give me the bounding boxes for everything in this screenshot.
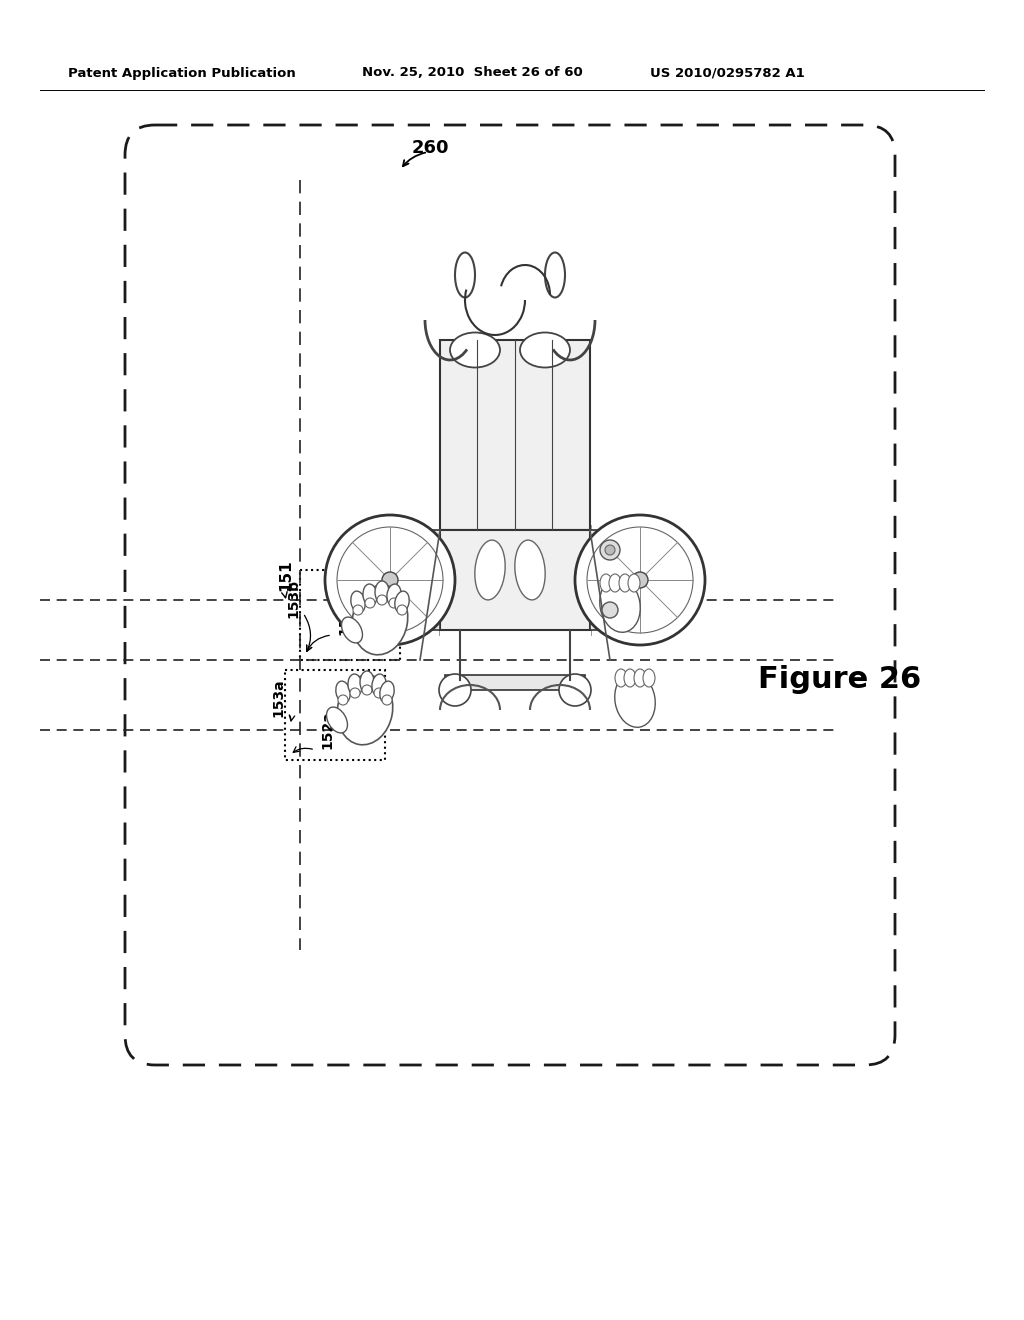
Ellipse shape bbox=[351, 591, 366, 612]
Circle shape bbox=[600, 540, 620, 560]
Circle shape bbox=[575, 515, 705, 645]
Ellipse shape bbox=[624, 669, 636, 686]
Circle shape bbox=[632, 572, 648, 587]
Ellipse shape bbox=[395, 591, 410, 612]
Bar bbox=[400, 531, 440, 630]
Ellipse shape bbox=[515, 540, 545, 599]
Ellipse shape bbox=[338, 696, 348, 705]
Text: 152b: 152b bbox=[337, 595, 351, 635]
Bar bbox=[440, 341, 590, 531]
Circle shape bbox=[605, 545, 615, 554]
Ellipse shape bbox=[374, 688, 384, 698]
Ellipse shape bbox=[389, 598, 399, 609]
Text: 153a: 153a bbox=[271, 678, 285, 717]
Ellipse shape bbox=[618, 574, 631, 591]
Bar bbox=[300, 570, 400, 660]
Bar bbox=[440, 531, 590, 630]
Ellipse shape bbox=[643, 669, 655, 686]
Ellipse shape bbox=[350, 688, 360, 698]
Ellipse shape bbox=[362, 583, 377, 606]
Ellipse shape bbox=[614, 673, 655, 727]
Circle shape bbox=[559, 675, 591, 706]
Ellipse shape bbox=[380, 681, 394, 702]
Ellipse shape bbox=[382, 696, 392, 705]
Ellipse shape bbox=[375, 581, 389, 603]
Text: Figure 26: Figure 26 bbox=[759, 665, 922, 694]
Text: Nov. 25, 2010  Sheet 26 of 60: Nov. 25, 2010 Sheet 26 of 60 bbox=[362, 66, 583, 79]
Circle shape bbox=[602, 602, 618, 618]
Text: Patent Application Publication: Patent Application Publication bbox=[68, 66, 296, 79]
Circle shape bbox=[325, 515, 455, 645]
Ellipse shape bbox=[342, 616, 362, 643]
Ellipse shape bbox=[362, 685, 372, 696]
Circle shape bbox=[439, 675, 471, 706]
Text: 152a: 152a bbox=[319, 710, 334, 750]
Ellipse shape bbox=[455, 252, 475, 297]
Ellipse shape bbox=[348, 675, 362, 696]
Ellipse shape bbox=[336, 681, 350, 702]
Ellipse shape bbox=[365, 598, 375, 609]
Circle shape bbox=[382, 572, 398, 587]
Text: 260: 260 bbox=[412, 139, 449, 157]
Circle shape bbox=[337, 527, 443, 634]
Text: US 2010/0295782 A1: US 2010/0295782 A1 bbox=[650, 66, 805, 79]
Ellipse shape bbox=[387, 583, 401, 606]
FancyBboxPatch shape bbox=[125, 125, 895, 1065]
Ellipse shape bbox=[475, 540, 505, 599]
Ellipse shape bbox=[600, 578, 640, 632]
Ellipse shape bbox=[372, 675, 386, 696]
Ellipse shape bbox=[353, 605, 362, 615]
Ellipse shape bbox=[450, 333, 500, 367]
Ellipse shape bbox=[615, 669, 627, 686]
Ellipse shape bbox=[609, 574, 621, 591]
Ellipse shape bbox=[545, 252, 565, 297]
Ellipse shape bbox=[634, 669, 646, 686]
Bar bbox=[285, 671, 385, 760]
Bar bbox=[445, 675, 585, 690]
Circle shape bbox=[587, 527, 693, 634]
Bar bbox=[590, 531, 630, 630]
Ellipse shape bbox=[377, 595, 387, 605]
Ellipse shape bbox=[327, 708, 347, 733]
Ellipse shape bbox=[360, 671, 374, 693]
Ellipse shape bbox=[337, 676, 393, 744]
Ellipse shape bbox=[352, 585, 408, 655]
Text: 151: 151 bbox=[278, 560, 293, 591]
Text: 153b: 153b bbox=[286, 578, 300, 618]
Ellipse shape bbox=[628, 574, 640, 591]
Ellipse shape bbox=[397, 605, 407, 615]
Ellipse shape bbox=[600, 574, 612, 591]
Ellipse shape bbox=[520, 333, 570, 367]
